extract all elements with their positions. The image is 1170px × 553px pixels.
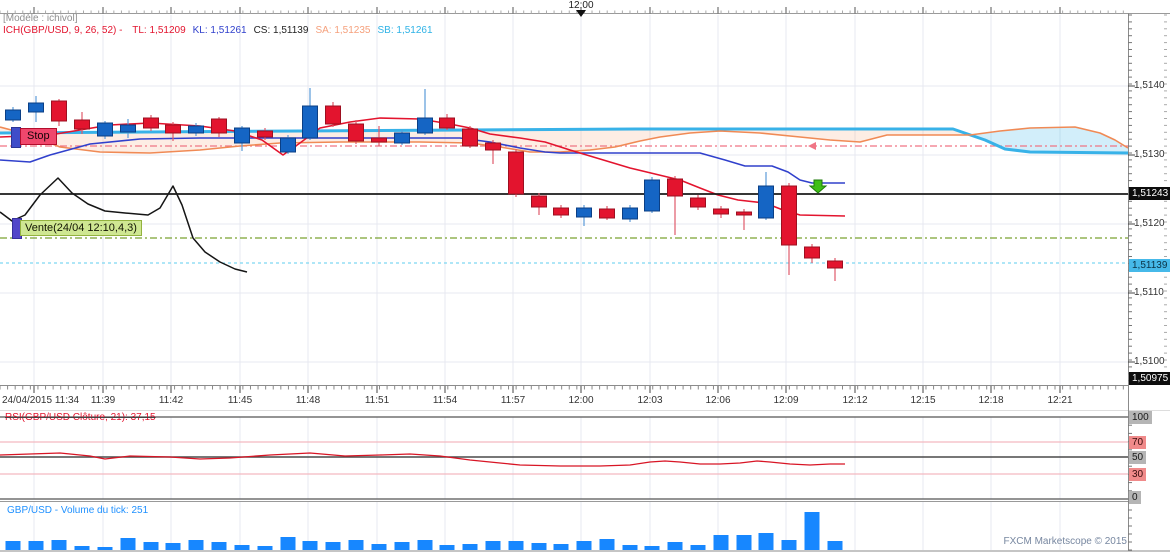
price-chart-canvas[interactable] [0,0,1170,553]
fxcm-marketscope-window: 12:00 [Modèle : ichivol] ICH(GBP/USD, 9,… [0,0,1170,553]
